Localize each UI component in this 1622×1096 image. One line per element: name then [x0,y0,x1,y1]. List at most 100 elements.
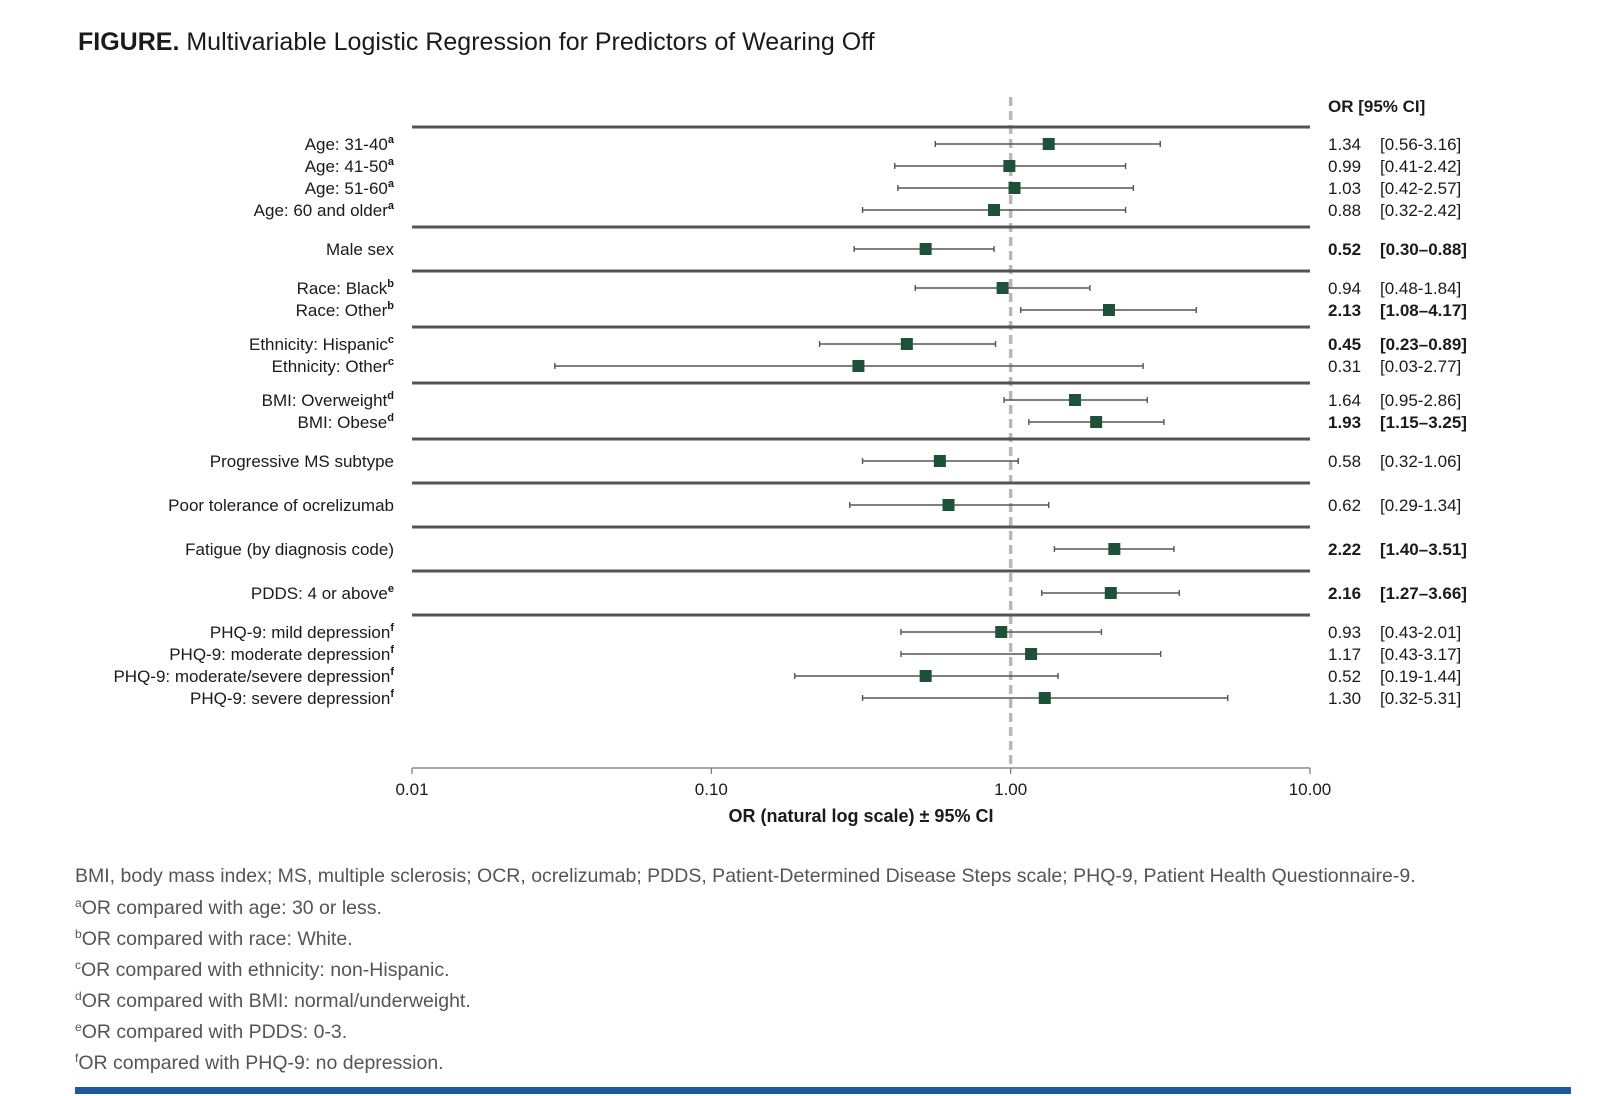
ci-value: [1.40–3.51] [1380,540,1467,559]
row-label: Ethnicity: Hispanicc [249,334,394,354]
footnote: BMI, body mass index; MS, multiple scler… [75,865,1416,896]
or-value: 2.16 [1328,584,1361,603]
or-marker [933,455,946,467]
or-value: 2.22 [1328,540,1361,559]
footnote: bOR compared with race: White. [75,927,1416,958]
or-marker [919,670,932,682]
or-value: 1.30 [1328,689,1361,708]
or-value: 0.62 [1328,496,1361,515]
or-value: 2.13 [1328,301,1361,320]
or-marker [852,360,865,372]
or-value: 1.17 [1328,645,1361,664]
row-label: Age: 51-60a [305,178,395,198]
or-value: 0.99 [1328,157,1361,176]
or-marker [1008,182,1021,194]
or-value: 1.64 [1328,391,1361,410]
row-label: Race: Blackb [297,278,395,298]
ci-value: [0.43-3.17] [1380,645,1461,664]
footnote: cOR compared with ethnicity: non-Hispani… [75,958,1416,989]
or-marker [1042,138,1055,150]
or-value: 0.31 [1328,357,1361,376]
bottom-rule [75,1087,1571,1094]
ci-value: [0.48-1.84] [1380,279,1461,298]
ci-value: [0.41-2.42] [1380,157,1461,176]
ci-value: [1.08–4.17] [1380,301,1467,320]
row-label: Poor tolerance of ocrelizumab [168,496,394,515]
or-marker [1102,304,1115,316]
footnote-marker: d [75,989,82,1003]
ci-column-header: OR [95% CI] [1328,97,1425,116]
or-marker [1025,648,1038,660]
ci-value: [0.32-2.42] [1380,201,1461,220]
ci-value: [0.19-1.44] [1380,667,1461,686]
footnote: eOR compared with PDDS: 0-3. [75,1020,1416,1051]
footnote-marker: f [75,1051,79,1065]
footnote-text: OR compared with race: White. [81,928,353,950]
ci-value: [0.29-1.34] [1380,496,1461,515]
figure-title-text: Multivariable Logistic Regression for Pr… [186,28,875,56]
row-label: BMI: Obesed [298,412,395,432]
or-value: 0.45 [1328,335,1361,354]
footnotes: BMI, body mass index; MS, multiple scler… [75,865,1416,1082]
or-value: 1.93 [1328,413,1361,432]
or-value: 0.88 [1328,201,1361,220]
ci-value: [0.42-2.57] [1380,179,1461,198]
footnote-marker: e [75,1020,82,1034]
ci-value: [0.03-2.77] [1380,357,1461,376]
or-marker [1104,587,1117,599]
x-tick-label: 1.00 [994,780,1027,799]
or-value: 0.52 [1328,667,1361,686]
footnote-marker: a [75,896,82,910]
footnote-text: OR compared with PDDS: 0-3. [81,1021,348,1043]
footnote-text: OR compared with BMI: normal/underweight… [81,990,471,1012]
row-label: PDDS: 4 or abovee [251,583,394,603]
row-label: PHQ-9: moderate depressionf [169,644,394,664]
or-marker [1038,692,1051,704]
ci-value: [0.56-3.16] [1380,135,1461,154]
or-value: 0.93 [1328,623,1361,642]
x-tick-label: 10.00 [1289,780,1332,799]
footnote-marker: b [75,927,82,941]
or-value: 1.03 [1328,179,1361,198]
footnote: dOR compared with BMI: normal/underweigh… [75,989,1416,1020]
ci-value: [1.15–3.25] [1380,413,1467,432]
or-marker [995,626,1008,638]
footnote-text: OR compared with ethnicity: non-Hispanic… [81,959,450,981]
row-label: Fatigue (by diagnosis code) [185,540,394,559]
footnote-marker: c [75,958,81,972]
row-label: Progressive MS subtype [210,452,394,471]
or-value: 0.52 [1328,240,1361,259]
footnote-text: OR compared with age: 30 or less. [81,897,382,919]
row-label: Race: Otherb [296,300,395,320]
forest-plot: OR [95% CI] Age: 31-40a 1.34 [0.56-3.16] Age… [113,97,1467,826]
row-label: Age: 41-50a [305,156,395,176]
ci-value: [1.27–3.66] [1380,584,1467,603]
ci-value: [0.32-5.31] [1380,689,1461,708]
or-marker [1090,416,1103,428]
ci-value: [0.95-2.86] [1380,391,1461,410]
or-value: 0.94 [1328,279,1361,298]
ci-value: [0.23–0.89] [1380,335,1467,354]
row-label: PHQ-9: severe depressionf [190,688,394,708]
ci-value: [0.30–0.88] [1380,240,1467,259]
ci-value: [0.32-1.06] [1380,452,1461,471]
footnote: fOR compared with PHQ-9: no depression. [75,1051,1416,1082]
row-label: Male sex [326,240,395,259]
or-value: 1.34 [1328,135,1361,154]
or-marker [942,499,955,511]
x-tick-label: 0.10 [695,780,728,799]
figure-title-lead: FIGURE. [78,28,180,56]
or-marker [996,282,1009,294]
or-value: 0.58 [1328,452,1361,471]
row-label: Ethnicity: Otherc [272,356,394,376]
or-marker [1068,394,1081,406]
footnote-text: BMI, body mass index; MS, multiple scler… [75,865,1416,887]
row-label: BMI: Overweightd [262,390,394,410]
or-marker [919,243,932,255]
ci-value: [0.43-2.01] [1380,623,1461,642]
footnote-text: OR compared with PHQ-9: no depression. [78,1052,444,1074]
or-marker [900,338,913,350]
or-marker [1003,160,1016,172]
or-marker [988,204,1001,216]
row-label: Age: 60 and oldera [254,200,395,220]
